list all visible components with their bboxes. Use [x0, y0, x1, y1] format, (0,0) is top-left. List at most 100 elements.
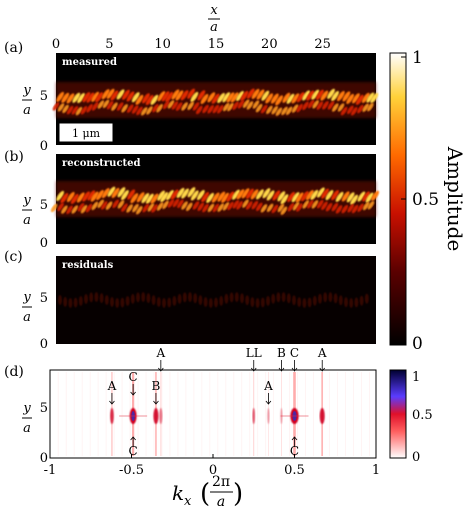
band-blob: [101, 89, 110, 100]
band-blob: [136, 192, 145, 203]
top-axis-num: x: [210, 3, 218, 18]
residual-blob: [219, 295, 224, 306]
band-blob: [271, 105, 279, 115]
annotation-arrowhead: [158, 367, 164, 372]
band-blob: [362, 201, 370, 211]
band-blob: [126, 104, 134, 113]
band-blob: [62, 104, 69, 114]
band-blob: [102, 99, 110, 109]
band-blob: [242, 99, 250, 108]
band-blob: [361, 92, 370, 103]
band-blob: [185, 202, 193, 212]
band-blob: [335, 191, 344, 202]
band-blob: [122, 89, 130, 100]
band-blob: [91, 91, 100, 102]
annotation-a-6: A: [263, 379, 273, 393]
panel-c-ytick-0: 0: [40, 337, 48, 352]
band-blob: [286, 93, 295, 104]
band-blob: [366, 92, 375, 103]
colorbar-main-label: Amplitude: [443, 146, 464, 252]
kx-tick-1: -0.5: [119, 463, 144, 478]
band-blob: [150, 193, 159, 204]
residual-blob: [151, 295, 156, 306]
residual-blob: [338, 295, 343, 306]
annotation-arrowhead: [250, 367, 257, 372]
band-blob: [50, 203, 58, 213]
residual-blob: [156, 297, 161, 308]
residual-blob: [328, 292, 333, 303]
band-blob: [230, 92, 239, 103]
kx-axis-ticks: -1 -0.5 0 0.5 1: [44, 454, 380, 478]
scale-bar: 1 μm: [59, 123, 113, 142]
panel-b-ytick-0: 0: [40, 236, 48, 251]
band-blob: [302, 101, 309, 111]
band-blob: [222, 92, 231, 103]
residual-blob: [312, 295, 317, 306]
top-axis-label: x a: [208, 3, 220, 35]
band-blob: [202, 104, 209, 114]
band-blob: [245, 201, 253, 210]
band-blob: [331, 103, 339, 112]
band-blob: [200, 93, 209, 105]
panel-c-band: [58, 292, 369, 308]
band-blob: [71, 205, 79, 214]
spectrum-peak: [159, 408, 163, 424]
residual-blob: [177, 293, 182, 304]
panel-c-letter: (c): [4, 249, 23, 265]
band-blob: [61, 92, 70, 103]
band-blob: [175, 102, 183, 111]
band-blob: [277, 191, 286, 202]
band-blob: [207, 105, 214, 114]
annotation-arrowhead: [278, 367, 285, 372]
band-blob: [291, 93, 300, 104]
band-blob: [266, 190, 275, 201]
scale-bar-label: 1 μm: [72, 127, 101, 140]
band-blob: [106, 88, 115, 99]
panel-d-ytick-0: 0: [40, 451, 48, 466]
band-blob: [342, 91, 351, 102]
band-blob: [266, 105, 273, 115]
band-blob: [316, 187, 325, 198]
panel-b-band: [50, 181, 380, 217]
band-blob: [221, 192, 230, 203]
band-blob: [166, 189, 174, 201]
spectrum-peak: [153, 408, 159, 424]
residual-blob: [323, 292, 328, 303]
band-blob: [305, 190, 314, 201]
residual-blob: [84, 293, 88, 304]
band-blob: [111, 102, 118, 111]
band-blob: [172, 198, 180, 208]
band-blob: [340, 106, 348, 116]
band-blob: [90, 191, 99, 202]
band-blob: [335, 205, 343, 214]
band-blob: [307, 200, 314, 209]
band-blob: [365, 192, 374, 203]
annotation-arrowhead: [291, 436, 298, 441]
band-blob: [86, 92, 95, 103]
panel-c-ylabel-num: y: [22, 290, 31, 305]
band-blob: [291, 104, 299, 113]
kx-tick-3: 0.5: [284, 463, 305, 478]
band-blob: [167, 100, 175, 109]
residual-blob: [255, 297, 260, 308]
residual-blob: [193, 293, 198, 304]
band-blob: [145, 94, 154, 106]
band-blob: [66, 93, 75, 104]
residual-blob: [172, 295, 177, 306]
top-tick-5: 25: [314, 37, 331, 52]
band-blob: [181, 188, 189, 199]
panel-b-ytick-5: 5: [40, 198, 48, 213]
band-blob: [207, 203, 215, 213]
band-blob: [296, 203, 303, 212]
band-blob: [162, 100, 170, 110]
panel-d-letter: (d): [4, 364, 24, 380]
annotation-arrowhead: [109, 400, 115, 405]
band-blob: [152, 103, 159, 113]
spectrum-peak: [110, 408, 114, 424]
residual-blob: [58, 295, 62, 305]
band-blob: [327, 88, 335, 99]
band-blob: [187, 88, 195, 99]
panel-c-ylabel-den: a: [23, 310, 31, 325]
band-blob: [116, 89, 125, 100]
band-blob: [236, 201, 243, 210]
